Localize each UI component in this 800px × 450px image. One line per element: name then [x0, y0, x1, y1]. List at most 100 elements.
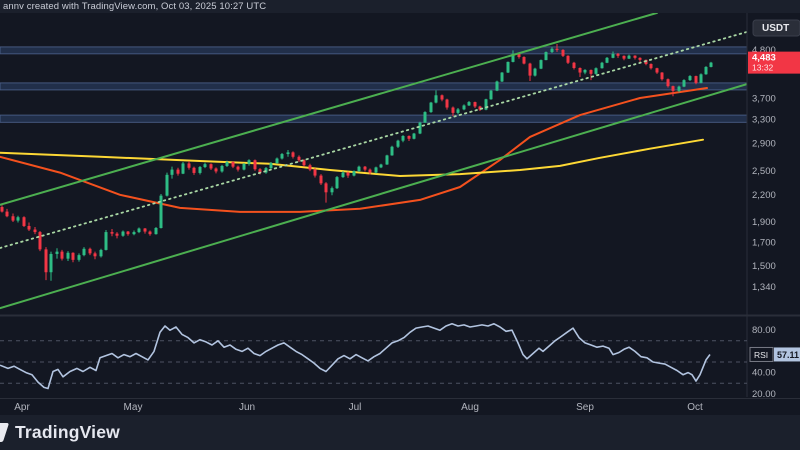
candle-body: [473, 102, 477, 107]
price-tick-label: 2,500: [752, 166, 776, 177]
symbol-badge: [752, 19, 800, 37]
candle-body: [385, 155, 389, 165]
candle-body: [286, 152, 290, 155]
candle-body: [682, 80, 686, 87]
price-tick-label: 1,700: [752, 238, 776, 249]
candle-body: [346, 172, 350, 176]
candle-body: [429, 102, 433, 113]
candle-body: [187, 163, 191, 168]
candle-body: [165, 174, 169, 196]
candle-body: [368, 169, 372, 173]
candle-body: [264, 168, 268, 173]
candle-body: [583, 69, 587, 73]
resistance-zone: [0, 46, 747, 55]
candle-body: [660, 72, 664, 80]
candle-body: [709, 62, 713, 67]
candle-body: [511, 53, 515, 62]
candle-body: [600, 62, 604, 69]
candle-body: [363, 166, 367, 170]
candle-body: [77, 255, 81, 260]
candle-body: [60, 251, 64, 259]
candle-body: [440, 95, 444, 100]
candle-body: [704, 66, 708, 75]
rsi-name-badge: [749, 346, 774, 362]
rsi-value-badge: [774, 347, 800, 362]
candle-body: [302, 160, 306, 166]
candle-body: [407, 135, 411, 139]
candle-body: [522, 57, 526, 64]
candle-body: [341, 172, 345, 178]
candle-body: [253, 160, 257, 170]
candle-body: [242, 163, 246, 170]
chart-area[interactable]: 4,800 3,700 3,300 2,900 2,500 2,200 1,900 1,700…: [0, 13, 800, 415]
candle-body: [49, 253, 53, 273]
candle-body: [561, 49, 565, 56]
candle-body: [99, 249, 103, 257]
candle-body: [170, 169, 174, 175]
candle-body: [258, 169, 262, 173]
candle-body: [401, 135, 405, 141]
candle-body: [374, 167, 378, 173]
candle-body: [115, 233, 119, 236]
candle-body: [0, 207, 4, 212]
candle-body: [622, 55, 626, 59]
candle-body: [280, 154, 284, 159]
resistance-zone: [0, 114, 747, 123]
candle-body: [555, 48, 559, 50]
candle-body: [390, 146, 394, 156]
candle-body: [66, 252, 70, 259]
rsi-value-label: 57.11: [777, 350, 799, 360]
chart-background: [0, 13, 800, 415]
candle-body: [291, 152, 295, 157]
candle-body: [611, 53, 615, 58]
month-label-aug: Aug: [461, 402, 479, 413]
candle-body: [616, 53, 620, 56]
price-pane[interactable]: [0, 13, 747, 310]
candle-body: [517, 53, 521, 58]
candle-body: [451, 107, 455, 113]
month-label-sep: Sep: [576, 402, 594, 413]
candle-body: [176, 169, 180, 174]
candle-body: [148, 231, 152, 235]
candle-body: [484, 99, 488, 110]
candle-body: [236, 166, 240, 170]
candle-body: [671, 86, 675, 91]
candle-body: [533, 68, 537, 76]
price-tick-label: 1,500: [752, 261, 776, 272]
price-tick-label: 1,340: [752, 282, 776, 293]
candle-body: [231, 162, 235, 167]
candle-body: [506, 61, 510, 73]
candle-body: [308, 165, 312, 170]
rsi-pane[interactable]: [0, 322, 747, 390]
candle-body: [655, 68, 659, 73]
candle-body: [352, 171, 356, 176]
candle-body: [699, 74, 703, 83]
candle-body: [132, 232, 136, 235]
attribution-text: annv created with TradingView.com, Oct 0…: [3, 1, 267, 12]
candle-body: [489, 90, 493, 100]
candle-body: [412, 133, 416, 139]
candle-body: [93, 253, 97, 257]
candle-body: [214, 168, 218, 172]
candle-body: [528, 63, 532, 76]
candle-body: [467, 102, 471, 106]
price-tick-label: 3,700: [752, 93, 776, 104]
candle-body: [27, 225, 31, 230]
candle-body: [225, 162, 229, 166]
candle-body: [550, 48, 554, 53]
candle-body: [126, 231, 130, 235]
candle-body: [44, 249, 48, 273]
attribution-bar: annv created with TradingView.com, Oct 0…: [0, 0, 800, 13]
candle-body: [110, 232, 114, 234]
candle-body: [121, 231, 125, 236]
candle-body: [589, 69, 593, 74]
resistance-zone: [0, 82, 747, 91]
candle-body: [269, 163, 273, 169]
candle-body: [434, 95, 438, 103]
symbol-label: USDT: [762, 23, 789, 34]
candle-body: [544, 52, 548, 61]
candle-body: [627, 55, 631, 59]
candle-body: [633, 55, 637, 58]
month-label-may: May: [124, 402, 143, 413]
candle-body: [500, 72, 504, 82]
